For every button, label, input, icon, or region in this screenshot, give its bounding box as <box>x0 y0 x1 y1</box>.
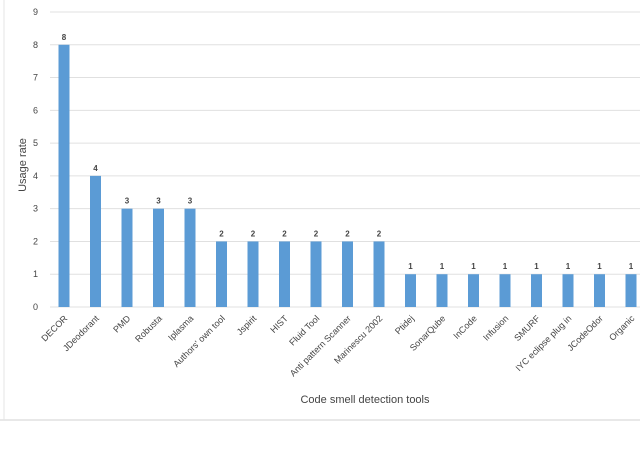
data-label: 2 <box>345 229 350 238</box>
data-label: 4 <box>93 164 98 173</box>
data-label: 3 <box>188 197 193 206</box>
bar <box>342 241 353 307</box>
data-label: 8 <box>62 33 67 42</box>
x-tick-label: Anti pattern Scanner <box>288 313 353 378</box>
bar <box>279 241 290 307</box>
data-label: 1 <box>566 262 571 271</box>
y-tick-label: 3 <box>33 204 38 214</box>
x-tick-label: Robusta <box>133 313 164 344</box>
bar <box>531 274 542 307</box>
data-label: 2 <box>377 229 382 238</box>
x-tick-label: IYC eclipse plug in <box>514 313 574 373</box>
bar <box>373 241 385 307</box>
bar <box>247 241 259 307</box>
data-label: 2 <box>314 229 319 238</box>
y-tick-label: 7 <box>33 73 38 83</box>
bar <box>90 175 101 307</box>
y-tick-label: 5 <box>33 138 38 148</box>
y-tick-label: 0 <box>33 302 38 312</box>
bar <box>58 44 70 308</box>
bar <box>436 274 448 307</box>
x-tick-label: Infusion <box>481 313 510 342</box>
data-label: 1 <box>629 262 634 271</box>
bar <box>625 274 637 307</box>
y-tick-label: 8 <box>33 40 38 50</box>
y-axis-label: Usage rate <box>17 138 29 192</box>
x-tick-label: Organic <box>607 313 637 343</box>
data-label: 1 <box>597 262 602 271</box>
bar <box>153 208 164 307</box>
data-label: 1 <box>534 262 539 271</box>
data-label: 1 <box>408 262 413 271</box>
x-tick-label: DECOR <box>39 313 69 343</box>
x-tick-label: SMURF <box>512 313 542 343</box>
x-tick-label: HIST <box>268 313 290 335</box>
bar <box>405 274 416 307</box>
data-label: 3 <box>125 197 130 206</box>
y-tick-label: 1 <box>33 269 38 279</box>
data-label: 2 <box>219 229 224 238</box>
x-tick-label: Ptidej <box>393 313 416 336</box>
bar <box>594 274 605 307</box>
data-label: 1 <box>440 262 445 271</box>
bar <box>216 241 227 307</box>
bar <box>468 274 479 307</box>
data-label: 1 <box>471 262 476 271</box>
data-label: 1 <box>503 262 508 271</box>
y-tick-label: 4 <box>33 171 38 181</box>
bar <box>310 241 322 307</box>
bar <box>121 208 133 307</box>
y-tick-label: 6 <box>33 105 38 115</box>
data-label: 2 <box>251 229 256 238</box>
y-tick-label: 9 <box>33 7 38 17</box>
y-tick-label: 2 <box>33 236 38 246</box>
x-tick-label: PMD <box>111 313 133 335</box>
bar <box>499 274 511 307</box>
data-label: 3 <box>156 197 161 206</box>
x-tick-label: InCode <box>451 313 479 341</box>
x-tick-label: Jspirit <box>235 313 259 337</box>
x-axis-label: Code smell detection tools <box>300 394 430 406</box>
bar <box>184 208 196 307</box>
x-tick-label: Iplasma <box>166 313 195 342</box>
data-label: 2 <box>282 229 287 238</box>
bar <box>562 274 574 307</box>
